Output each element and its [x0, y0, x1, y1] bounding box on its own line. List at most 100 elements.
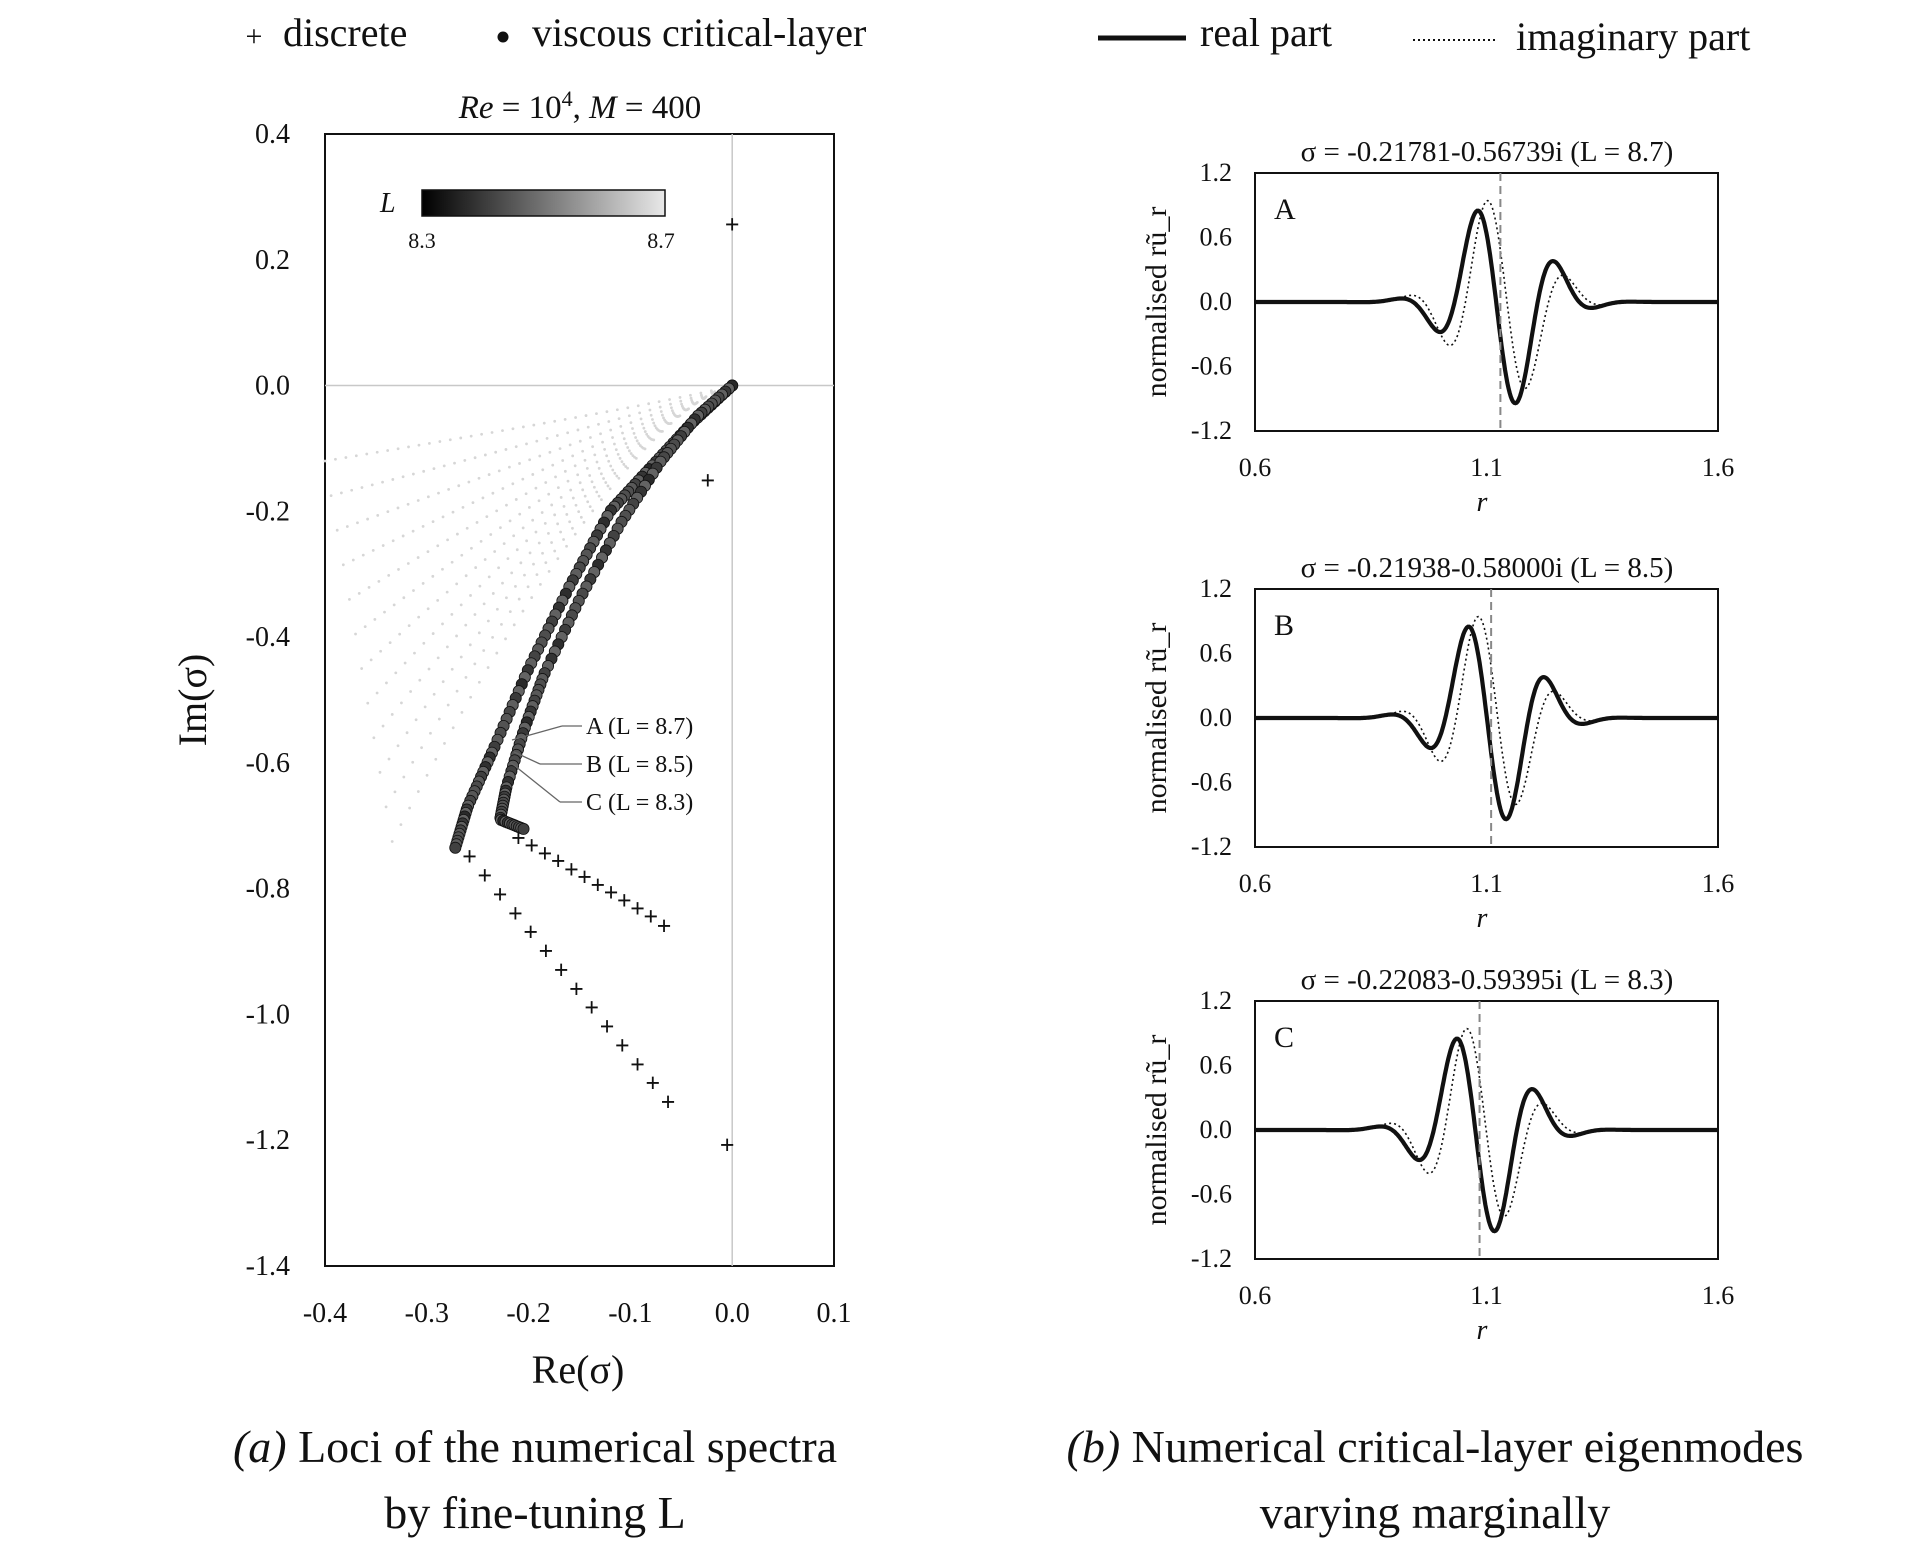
panel-y-tick: -0.6 — [1191, 768, 1232, 797]
discrete-point: + — [661, 1087, 676, 1116]
continuum-point — [429, 731, 432, 735]
continuum-point — [483, 453, 487, 457]
continuum-point — [510, 571, 514, 575]
continuum-point — [412, 589, 415, 592]
continuum-point — [487, 575, 491, 579]
continuum-point — [432, 467, 436, 471]
continuum-point — [603, 448, 607, 451]
continuum-point — [344, 456, 348, 459]
continuum-point — [527, 506, 531, 509]
continuum-point — [525, 442, 528, 446]
continuum-point — [464, 623, 468, 627]
continuum-point — [550, 541, 553, 544]
continuum-point — [379, 649, 383, 653]
imaginary-part-curve — [1255, 1027, 1718, 1218]
continuum-point — [607, 459, 611, 463]
continuum-point — [475, 521, 479, 524]
continuum-point — [608, 487, 612, 491]
continuum-point — [593, 453, 597, 457]
continuum-point — [512, 534, 516, 538]
continuum-point — [354, 454, 358, 458]
continuum-point — [586, 425, 590, 429]
continuum-point — [604, 481, 608, 484]
zero-axes — [325, 134, 834, 1266]
continuum-point — [341, 563, 345, 567]
panel-y-tick: 0.6 — [1200, 639, 1233, 668]
continuum-point — [401, 534, 405, 538]
continuum-point — [491, 491, 495, 495]
continuum-point — [535, 439, 539, 443]
continuum-point — [421, 582, 425, 585]
continuum-point — [611, 468, 615, 472]
continuum-point — [619, 424, 623, 428]
continuum-point — [576, 473, 580, 477]
continuum-point — [538, 454, 542, 458]
discrete-point: + — [604, 878, 619, 907]
continuum-point — [514, 498, 518, 501]
panel-y-label: normalised rũ_r — [1140, 623, 1173, 814]
continuum-point — [641, 422, 644, 426]
continuum-point — [638, 411, 642, 415]
continuum-point — [460, 553, 464, 557]
continuum-point — [451, 726, 455, 730]
continuum-point — [537, 541, 541, 545]
continuum-point — [497, 469, 501, 473]
panel-x-tick: 1.6 — [1702, 1281, 1735, 1310]
panel-y-label: normalised rũ_r — [1140, 207, 1173, 398]
continuum-point — [371, 548, 375, 552]
continuum-point — [621, 431, 624, 435]
continuum-point — [541, 468, 545, 472]
continuum-point — [508, 519, 512, 523]
eigenmode-panel-c: σ = -0.22083-0.59395i (L = 8.3) 1.2 0.6 0.0… — [1140, 964, 1734, 1346]
continuum-point — [494, 450, 498, 454]
continuum-point — [426, 607, 430, 611]
continuum-point — [487, 473, 491, 476]
continuum-point — [481, 496, 485, 500]
continuum-point — [518, 512, 522, 516]
continuum-point — [390, 713, 394, 716]
continuum-point — [490, 431, 494, 434]
continuum-point — [485, 515, 489, 519]
continuum-point — [578, 439, 582, 443]
continuum-point — [372, 736, 376, 740]
continuum-point — [469, 434, 473, 438]
continuum-point — [391, 478, 395, 481]
y-tick-label: -1.2 — [246, 1125, 290, 1156]
continuum-point — [501, 429, 504, 433]
continuum-point — [535, 573, 539, 576]
continuum-point — [573, 464, 577, 468]
continuum-point — [613, 471, 617, 475]
continuum-point — [375, 450, 379, 454]
continuum-point — [491, 592, 495, 595]
continuum-point — [602, 477, 605, 480]
continuum-point — [605, 410, 609, 414]
continuum-point — [555, 434, 559, 437]
continuum-point — [417, 443, 421, 447]
continuum-point — [365, 452, 369, 456]
continuum-point — [568, 520, 572, 524]
continuum-point — [482, 649, 486, 652]
panel-x-tick: 0.6 — [1239, 869, 1272, 898]
continuum-point — [585, 466, 589, 470]
continuum-point — [618, 456, 622, 460]
continuum-point — [387, 757, 391, 761]
continuum-point — [579, 515, 583, 519]
continuum-point — [486, 619, 490, 623]
continuum-point — [626, 406, 630, 410]
continuum-point — [486, 666, 490, 669]
continuum-point — [525, 539, 529, 543]
continuum-point — [558, 447, 562, 451]
panel-x-tick: 1.6 — [1702, 869, 1735, 898]
discrete-point: + — [523, 918, 538, 947]
continuum-point — [445, 645, 449, 649]
continuum-point — [345, 525, 349, 528]
continuum-point — [556, 522, 560, 526]
continuum-point — [622, 437, 626, 441]
continuum-point — [473, 662, 477, 666]
continuum-point — [396, 447, 400, 451]
continuum-point — [399, 823, 403, 827]
continuum-point — [416, 499, 420, 502]
discrete-point: + — [551, 847, 566, 876]
continuum-point — [556, 557, 560, 561]
x-tick-label: -0.1 — [608, 1298, 652, 1329]
